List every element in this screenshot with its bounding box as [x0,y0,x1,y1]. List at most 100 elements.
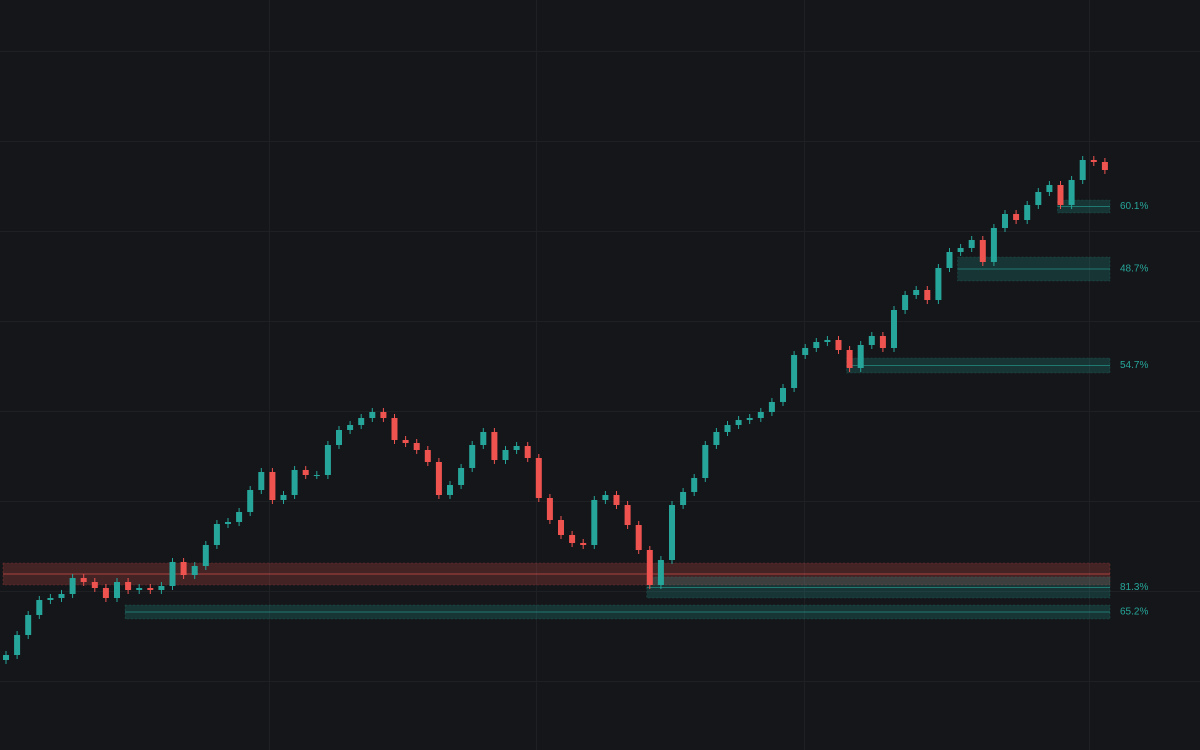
candle-body [58,594,65,598]
candle-body [280,495,287,500]
candle-body [225,522,231,524]
candle-body [1024,205,1031,220]
candle-body [80,578,87,582]
candle-body [147,588,154,590]
candle-body [91,582,98,588]
candle-body [635,525,642,550]
candle-body [136,588,143,590]
candle-body [480,432,487,445]
zone-label: 60.1% [1120,201,1148,212]
candle-body [413,443,420,450]
candle-body [813,342,820,348]
candle-body [1057,185,1064,205]
candle-body [191,566,198,575]
candle-body [669,505,675,560]
candle-body [1090,160,1097,162]
candle-body [780,388,786,402]
candle-body [1068,180,1075,205]
candle-body [291,470,298,495]
candle-body [1046,185,1053,192]
candle-body [746,418,753,420]
candle-body [47,598,54,600]
candle-body [3,655,9,660]
candle-body [236,512,243,522]
candle-body [336,430,342,445]
candle-body [247,490,254,512]
zone-label: 81.3% [1120,582,1148,593]
candle-body [857,345,864,368]
candle-body [402,440,409,443]
candle-body [447,485,453,495]
candle-body [846,350,853,368]
candle-body [757,412,764,418]
candle-body [213,524,220,545]
candle-body [513,446,520,450]
candle-body [968,240,975,248]
candle-body [913,290,920,295]
candle-body [125,582,132,590]
candle-body [158,586,165,590]
candle-body [424,450,431,462]
candle-body [491,432,498,460]
candle-body [879,336,886,348]
candle-body [1002,214,1008,228]
candle-body [202,545,209,566]
candle-body [591,500,598,545]
candle-body [624,505,631,525]
candle-body [380,412,387,418]
candle-body [258,472,265,490]
candle-body [114,582,120,598]
candle-body [946,252,953,268]
candle-body [791,355,798,388]
candle-body [613,495,620,505]
candle-body [1079,160,1086,180]
candle-body [36,600,43,615]
zone-label: 54.7% [1120,360,1148,371]
candle-body [935,268,942,300]
candle-body [435,462,442,495]
zone-label: 65.2% [1120,607,1148,618]
candle-body [180,562,187,575]
candle-body [768,402,775,412]
candle-body [902,295,909,310]
candle-body [469,445,476,468]
candle-body [302,470,309,475]
candle-body [702,445,709,478]
candle-body [957,248,964,252]
candle-body [269,472,276,500]
candle-body [646,550,653,585]
candle-body [524,446,531,458]
candle-body [569,535,576,543]
candle-body [458,468,465,485]
candle-body [14,635,21,655]
candle-body [1101,162,1108,170]
candle-body [358,418,365,425]
candle-body [868,336,875,345]
candle-body [713,432,720,445]
candle-body [602,495,609,500]
candle-body [25,615,32,635]
candle-body [391,418,398,440]
candle-body [69,578,76,594]
candle-body [724,425,731,432]
candle-body [924,290,931,300]
candle-body [891,310,897,348]
candle-body [657,560,664,585]
candle-body [535,458,542,498]
candle-body [1035,192,1042,205]
candle-body [979,240,986,262]
candle-body [580,543,587,545]
zone-label: 48.7% [1120,264,1148,275]
candle-body [802,348,809,355]
candle-body [990,228,997,262]
candle-body [546,498,553,520]
candle-body [169,562,176,586]
candle-body [369,412,376,418]
candle-body [324,445,331,475]
candle-body [347,425,354,430]
candle-body [502,450,509,460]
candle-body [313,475,320,476]
candle-body [691,478,698,492]
